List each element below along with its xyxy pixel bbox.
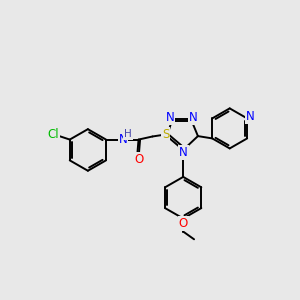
- Text: N: N: [189, 111, 198, 124]
- Text: H: H: [124, 129, 132, 139]
- Text: N: N: [119, 133, 128, 146]
- Text: N: N: [179, 146, 188, 159]
- Text: Cl: Cl: [47, 128, 58, 141]
- Text: S: S: [162, 128, 169, 141]
- Text: O: O: [134, 153, 143, 166]
- Text: O: O: [178, 217, 188, 230]
- Text: N: N: [166, 111, 174, 124]
- Text: N: N: [246, 110, 255, 123]
